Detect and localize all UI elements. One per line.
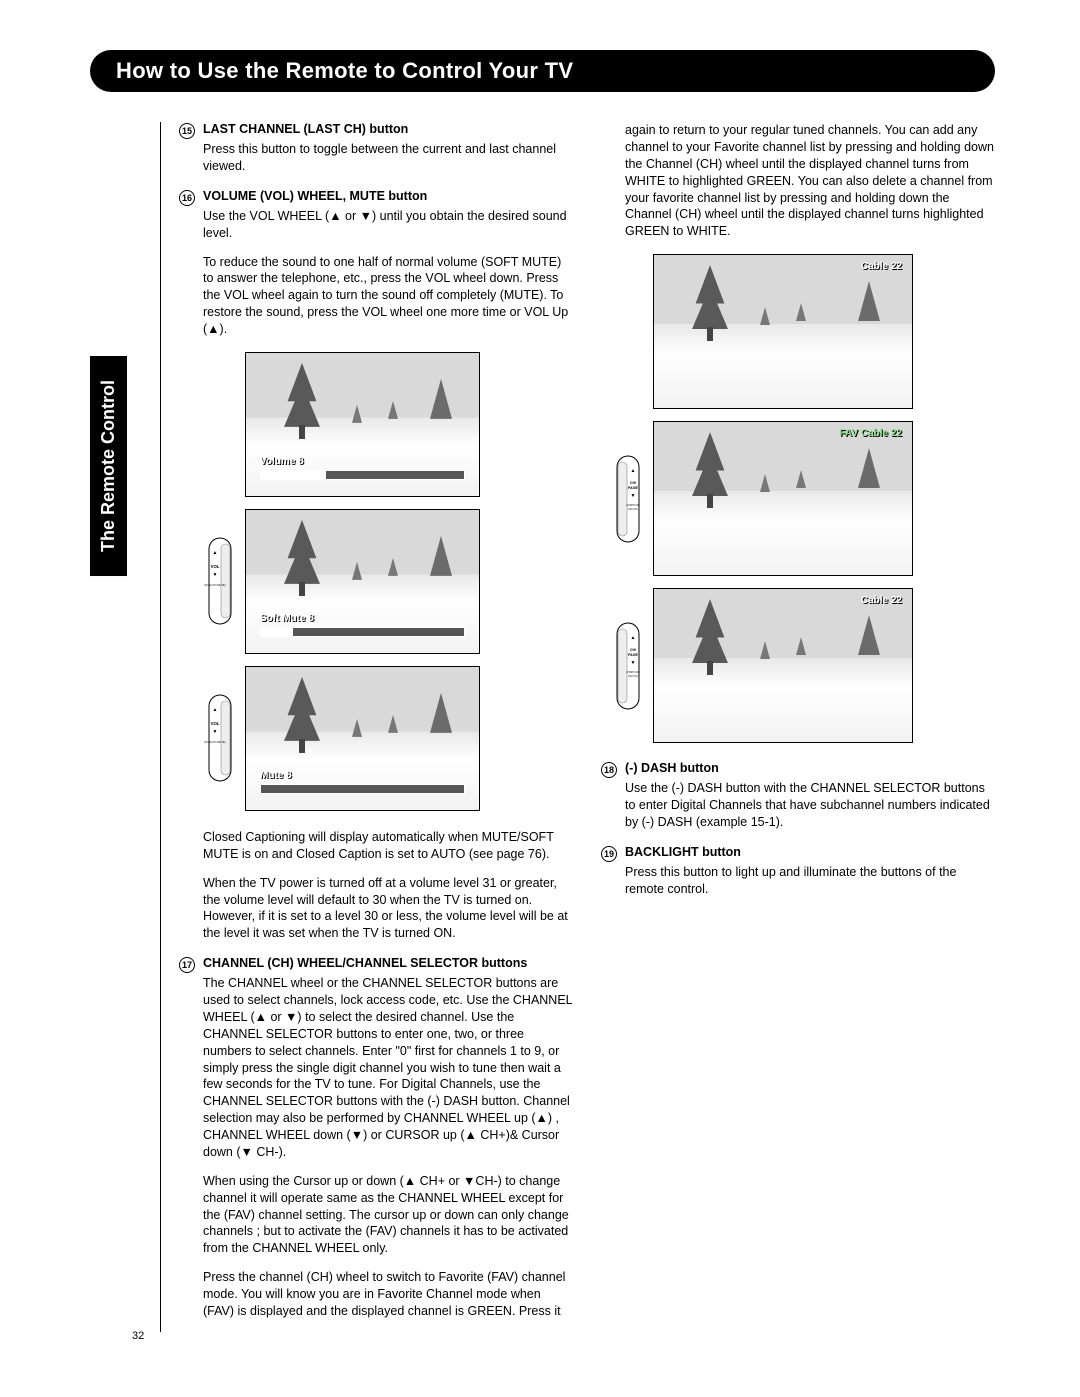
section-body-cont: Closed Captioning will display automatic… <box>203 829 573 942</box>
svg-text:▼: ▼ <box>213 572 218 578</box>
svg-text:PAGE: PAGE <box>628 653 639 657</box>
circled-number-icon: 19 <box>601 846 617 862</box>
svg-text:(PUSH TO MUTE): (PUSH TO MUTE) <box>204 740 225 744</box>
paragraph: Use the (-) DASH button with the CHANNEL… <box>625 780 995 831</box>
section-16: 16 VOLUME (VOL) WHEEL, MUTE button Use t… <box>179 189 573 338</box>
svg-text:▼: ▼ <box>213 729 218 735</box>
paragraph: When using the Cursor up or down (▲ CH+ … <box>203 1173 573 1257</box>
side-tab: The Remote Control <box>90 356 127 576</box>
paragraph: The CHANNEL wheel or the CHANNEL SELECTO… <box>203 975 573 1161</box>
svg-text:CH/: CH/ <box>630 481 636 485</box>
section-18: 18 (-) DASH button Use the (-) DASH butt… <box>601 761 995 831</box>
circled-number-icon: 17 <box>179 957 195 973</box>
svg-text:FAV CH): FAV CH) <box>628 508 637 511</box>
vol-wheel-icon: ▲ VOL ▼ (PUSH TO MUTE) <box>203 536 237 626</box>
section-title: CHANNEL (CH) WHEEL/CHANNEL SELECTOR butt… <box>203 956 527 970</box>
paragraph: Press this button to toggle between the … <box>203 141 573 175</box>
svg-text:▲: ▲ <box>631 468 636 474</box>
section-19: 19 BACKLIGHT button Press this button to… <box>601 845 995 898</box>
section-body: Press this button to toggle between the … <box>203 141 573 175</box>
section-body: Use the (-) DASH button with the CHANNEL… <box>625 780 995 831</box>
section-title: LAST CHANNEL (LAST CH) button <box>203 122 408 136</box>
svg-text:(PUSH FOR: (PUSH FOR <box>626 504 639 507</box>
svg-text:▲: ▲ <box>213 550 218 556</box>
volume-screenshots: Volume 8 ▲ VOL ▼ (PUSH TO MUTE) <box>203 352 573 811</box>
svg-text:▼: ▼ <box>631 493 636 499</box>
manual-page: How to Use the Remote to Control Your TV… <box>0 0 1080 1362</box>
osd-channel-label: Cable 22 <box>861 595 902 606</box>
tv-screenshot-mute: Mute 8 <box>245 666 480 811</box>
osd-label: Mute 8 <box>260 770 465 781</box>
svg-text:▼: ▼ <box>631 660 636 666</box>
circled-number-icon: 18 <box>601 762 617 778</box>
tv-screenshot-cable: Cable 22 <box>653 254 913 409</box>
svg-text:(PUSH TO MUTE): (PUSH TO MUTE) <box>204 583 225 587</box>
section-body: Use the VOL WHEEL (▲ or ▼) until you obt… <box>203 208 573 338</box>
ch-wheel-icon: ▲ CH/ PAGE ▼ (PUSH FOR FAV CH) <box>611 454 645 544</box>
section-title: BACKLIGHT button <box>625 845 741 859</box>
svg-text:▲: ▲ <box>213 707 218 713</box>
svg-text:FAV CH): FAV CH) <box>628 675 637 678</box>
osd-label: Volume 8 <box>260 456 465 467</box>
section-15: 15 LAST CHANNEL (LAST CH) button Press t… <box>179 122 573 175</box>
circled-number-icon: 16 <box>179 190 195 206</box>
side-tab-label: The Remote Control <box>98 380 118 552</box>
osd-label: Soft Mute 8 <box>260 613 465 624</box>
ch-wheel-icon: ▲ CH/ PAGE ▼ (PUSH FOR FAV CH) <box>611 621 645 711</box>
svg-text:PAGE: PAGE <box>628 486 639 490</box>
paragraph: Use the VOL WHEEL (▲ or ▼) until you obt… <box>203 208 573 242</box>
section-title: VOLUME (VOL) WHEEL, MUTE button <box>203 189 427 203</box>
tv-screenshot-cable2: Cable 22 <box>653 588 913 743</box>
tv-screenshot-softmute: Soft Mute 8 <box>245 509 480 654</box>
svg-text:VOL: VOL <box>211 564 220 569</box>
tv-screenshot-favcable: FAV Cable 22 <box>653 421 913 576</box>
page-title-bar: How to Use the Remote to Control Your TV <box>90 50 995 92</box>
section-body: Press this button to light up and illumi… <box>625 864 995 898</box>
paragraph: Closed Captioning will display automatic… <box>203 829 573 863</box>
tv-screenshot-volume: Volume 8 <box>245 352 480 497</box>
svg-text:VOL: VOL <box>211 721 220 726</box>
page-title: How to Use the Remote to Control Your TV <box>116 58 573 83</box>
svg-text:(PUSH FOR: (PUSH FOR <box>626 671 639 674</box>
svg-text:▲: ▲ <box>631 635 636 641</box>
paragraph: When the TV power is turned off at a vol… <box>203 875 573 943</box>
paragraph: To reduce the sound to one half of norma… <box>203 254 573 338</box>
content-columns: 15 LAST CHANNEL (LAST CH) button Press t… <box>160 122 995 1332</box>
osd-channel-label: Cable 22 <box>861 261 902 272</box>
vol-wheel-icon: ▲ VOL ▼ (PUSH TO MUTE) <box>203 693 237 783</box>
osd-channel-label: FAV Cable 22 <box>839 428 902 439</box>
channel-screenshots: Cable 22 ▲ CH/ PAGE ▼ (PUSH FOR FAV CH) <box>611 254 995 743</box>
section-title: (-) DASH button <box>625 761 719 775</box>
svg-text:CH/: CH/ <box>630 648 636 652</box>
page-number: 32 <box>132 1330 144 1342</box>
circled-number-icon: 15 <box>179 123 195 139</box>
paragraph: Press this button to light up and illumi… <box>625 864 995 898</box>
